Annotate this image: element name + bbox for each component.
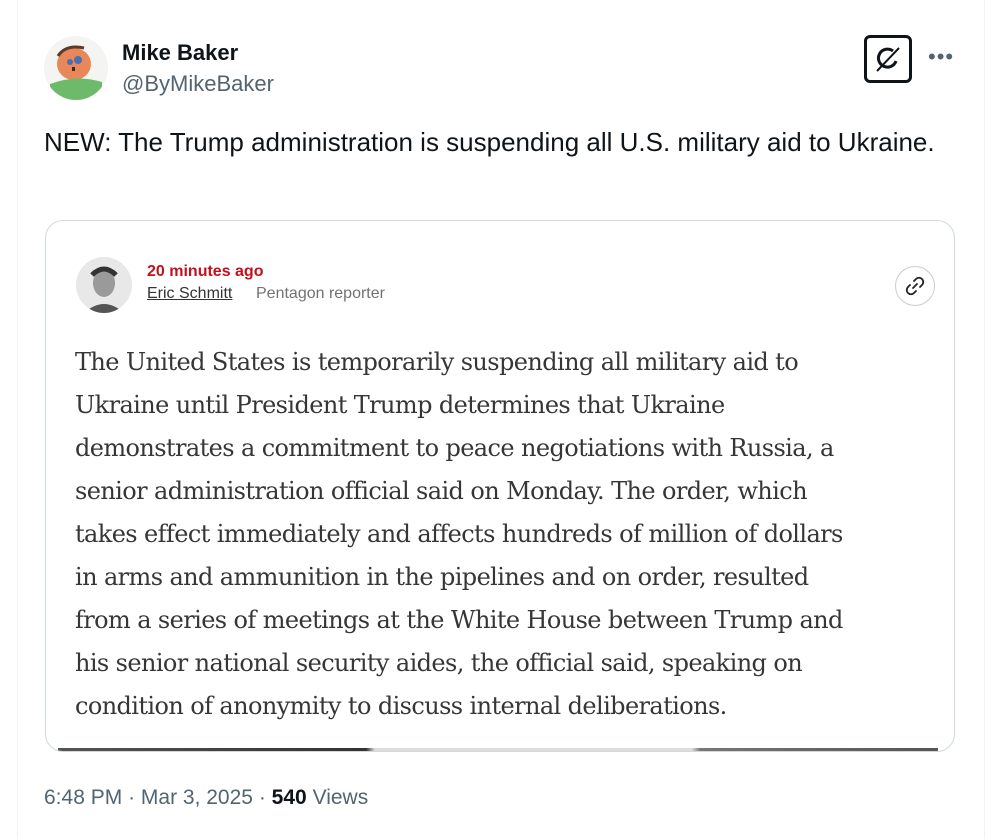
article-text: The United States is temporarily suspend… [75,341,945,728]
article-line: in arms and ammunition in the pipelines … [75,563,809,591]
tweet-date[interactable]: Mar 3, 2025 [140,786,253,809]
reporter-photo [84,266,124,313]
tweet-text: NEW: The Trump administration is suspend… [44,127,935,157]
article-line: Ukraine until President Trump determines… [75,391,725,419]
article-line: senior administration official said on M… [75,477,808,505]
article-line: from a series of meetings at the White H… [75,606,843,634]
more-icon[interactable]: ••• [928,44,955,69]
author-avatar[interactable] [44,36,108,100]
reporter-avatar [76,257,132,313]
tweet-frame [17,0,985,839]
copy-link-button[interactable] [895,266,935,306]
avatar-drawing [50,45,102,100]
article-line: The United States is temporarily suspend… [75,348,799,376]
reporter-name-link[interactable]: Eric Schmitt [147,285,233,302]
author-name[interactable]: Mike Baker [122,40,239,65]
tweet-time[interactable]: 6:48 PM [44,786,123,809]
separator: · [258,786,266,809]
reporter-role: Pentagon reporter [256,285,385,302]
article-line: takes effect immediately and affects hun… [75,520,843,548]
author-handle[interactable]: @ByMikeBaker [122,71,274,96]
quoted-article-card[interactable]: 20 minutes ago Eric Schmitt Pentagon rep… [45,220,955,752]
views-label: Views [312,786,369,809]
article-line: his senior national security aides, the … [75,649,803,677]
grok-icon [876,47,900,72]
separator: · [128,786,136,809]
link-icon [905,276,925,296]
time-ago: 20 minutes ago [147,263,264,280]
grok-button[interactable] [864,35,912,83]
views-count: 540 [271,786,307,809]
tweet-meta: 6:48 PM · Mar 3, 2025 · 540 Views [44,786,368,810]
photo-strip [58,748,938,751]
article-line: demonstrates a commitment to peace negot… [75,434,834,462]
article-line: condition of anonymity to discuss intern… [75,692,727,720]
